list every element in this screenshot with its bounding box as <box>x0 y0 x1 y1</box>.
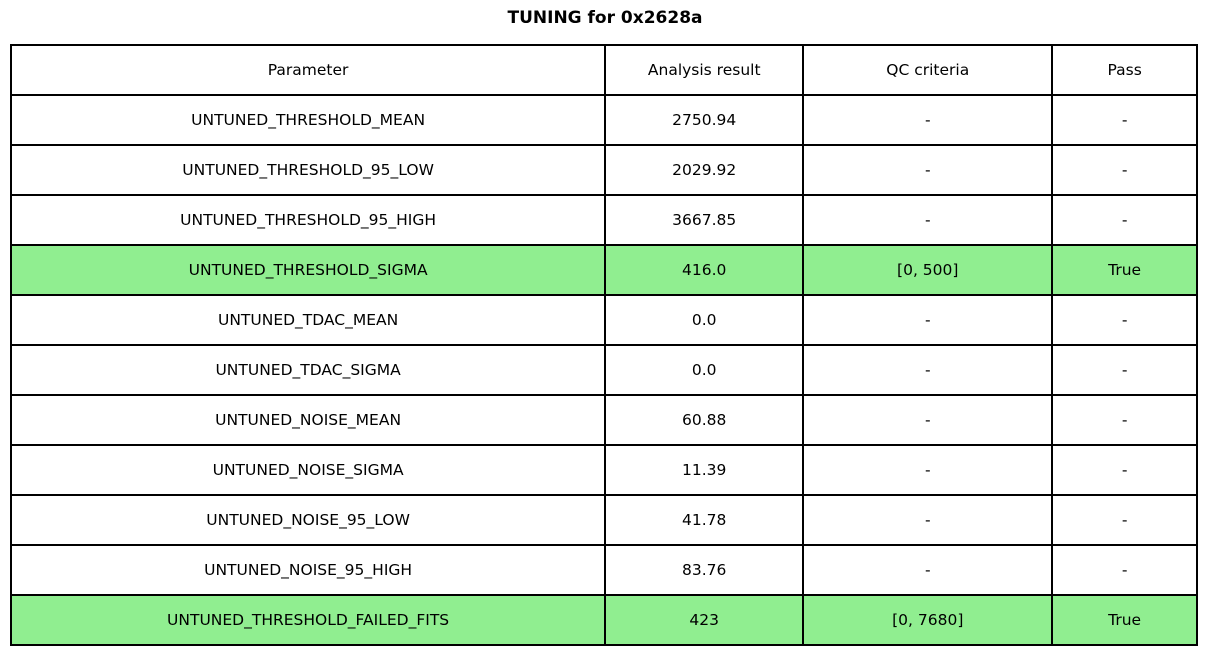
analysis-result-cell: 3667.85 <box>604 194 805 246</box>
parameter-cell: UNTUNED_THRESHOLD_95_HIGH <box>9 194 607 246</box>
analysis-result-cell: 0.0 <box>604 294 805 346</box>
table-row: UNTUNED_THRESHOLD_MEAN 2750.94 - - <box>9 94 1198 146</box>
pass-cell: - <box>1051 144 1198 196</box>
table-header: Parameter Analysis result QC criteria Pa… <box>9 44 1198 96</box>
column-header-qc-criteria: QC criteria <box>802 44 1054 96</box>
qc-criteria-cell: - <box>802 94 1054 146</box>
qc-criteria-cell: [0, 500] <box>802 244 1054 296</box>
pass-cell: - <box>1051 94 1198 146</box>
column-header-analysis-result: Analysis result <box>604 44 805 96</box>
qc-criteria-cell: - <box>802 294 1054 346</box>
qc-criteria-cell: - <box>802 344 1054 396</box>
pass-cell: - <box>1051 544 1198 596</box>
analysis-result-cell: 60.88 <box>604 394 805 446</box>
table-row: UNTUNED_NOISE_95_HIGH 83.76 - - <box>9 544 1198 596</box>
analysis-result-cell: 83.76 <box>604 544 805 596</box>
table-row: UNTUNED_NOISE_95_LOW 41.78 - - <box>9 494 1198 546</box>
pass-cell: - <box>1051 194 1198 246</box>
parameter-cell: UNTUNED_NOISE_95_LOW <box>9 494 607 546</box>
table-row: UNTUNED_THRESHOLD_FAILED_FITS 423 [0, 76… <box>9 594 1198 646</box>
pass-cell: - <box>1051 494 1198 546</box>
table-row: UNTUNED_TDAC_SIGMA 0.0 - - <box>9 344 1198 396</box>
analysis-result-cell: 423 <box>604 594 805 646</box>
pass-cell: True <box>1051 594 1198 646</box>
pass-cell: - <box>1051 394 1198 446</box>
table-body: UNTUNED_THRESHOLD_MEAN 2750.94 - - UNTUN… <box>9 94 1198 646</box>
parameter-cell: UNTUNED_NOISE_SIGMA <box>9 444 607 496</box>
parameter-cell: UNTUNED_THRESHOLD_FAILED_FITS <box>9 594 607 646</box>
table-row: UNTUNED_NOISE_SIGMA 11.39 - - <box>9 444 1198 496</box>
qc-criteria-cell: - <box>802 194 1054 246</box>
pass-cell: - <box>1051 444 1198 496</box>
header-row: Parameter Analysis result QC criteria Pa… <box>9 44 1198 96</box>
pass-cell: True <box>1051 244 1198 296</box>
column-header-parameter: Parameter <box>9 44 607 96</box>
table-row: UNTUNED_THRESHOLD_SIGMA 416.0 [0, 500] T… <box>9 244 1198 296</box>
analysis-result-cell: 2029.92 <box>604 144 805 196</box>
parameter-cell: UNTUNED_THRESHOLD_MEAN <box>9 94 607 146</box>
qc-criteria-cell: - <box>802 144 1054 196</box>
chart-title: TUNING for 0x2628a <box>507 8 703 28</box>
table-row: UNTUNED_NOISE_MEAN 60.88 - - <box>9 394 1198 446</box>
table-row: UNTUNED_TDAC_MEAN 0.0 - - <box>9 294 1198 346</box>
qc-criteria-cell: [0, 7680] <box>802 594 1054 646</box>
parameter-cell: UNTUNED_TDAC_SIGMA <box>9 344 607 396</box>
analysis-result-cell: 41.78 <box>604 494 805 546</box>
column-header-pass: Pass <box>1051 44 1198 96</box>
parameter-cell: UNTUNED_TDAC_MEAN <box>9 294 607 346</box>
analysis-result-cell: 11.39 <box>604 444 805 496</box>
parameter-cell: UNTUNED_NOISE_MEAN <box>9 394 607 446</box>
tuning-qc-table: Parameter Analysis result QC criteria Pa… <box>9 44 1198 646</box>
analysis-result-cell: 416.0 <box>604 244 805 296</box>
qc-criteria-cell: - <box>802 444 1054 496</box>
pass-cell: - <box>1051 294 1198 346</box>
qc-criteria-cell: - <box>802 544 1054 596</box>
qc-criteria-cell: - <box>802 394 1054 446</box>
parameter-cell: UNTUNED_THRESHOLD_SIGMA <box>9 244 607 296</box>
pass-cell: - <box>1051 344 1198 396</box>
table-row: UNTUNED_THRESHOLD_95_HIGH 3667.85 - - <box>9 194 1198 246</box>
analysis-result-cell: 0.0 <box>604 344 805 396</box>
parameter-cell: UNTUNED_THRESHOLD_95_LOW <box>9 144 607 196</box>
qc-criteria-cell: - <box>802 494 1054 546</box>
analysis-result-cell: 2750.94 <box>604 94 805 146</box>
table-row: UNTUNED_THRESHOLD_95_LOW 2029.92 - - <box>9 144 1198 196</box>
parameter-cell: UNTUNED_NOISE_95_HIGH <box>9 544 607 596</box>
